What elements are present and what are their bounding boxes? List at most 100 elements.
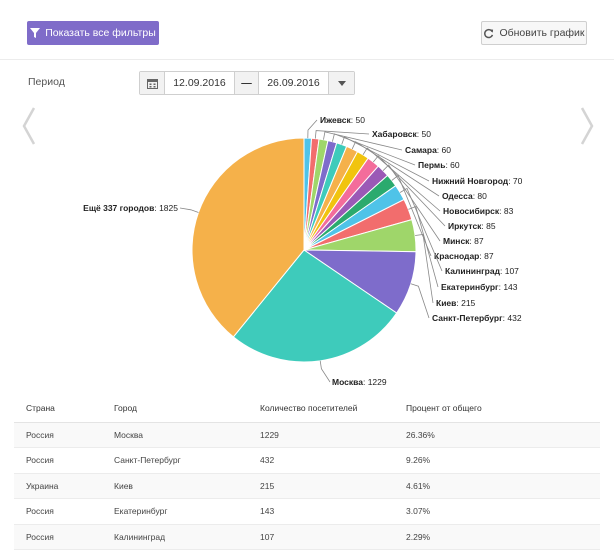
label-leader-line [323,131,403,151]
header-visitors[interactable]: Количество посетителей [248,395,394,423]
pie-label: Санкт-Петербург: 432 [432,313,522,323]
table-row: Россия Екатеринбург 143 3.07% [14,498,600,525]
pie-label-name: Одесса [442,191,473,201]
pie-label: Новосибирск: 83 [443,206,514,216]
calendar-icon [146,78,158,89]
pie-label-value: : 87 [469,236,483,246]
pie-label-value: : 1825 [154,203,178,213]
pie-label: Иркутск: 85 [448,221,496,231]
label-leader-line [351,141,440,197]
date-dropdown-button[interactable] [329,72,354,94]
pie-label: Минск: 87 [443,236,484,246]
pie-label-value: : 1229 [363,377,387,387]
refresh-icon [484,28,494,38]
calendar-button[interactable] [140,72,165,94]
pie-label-name: Новосибирск [443,206,500,216]
header-percent[interactable]: Процент от общего [394,395,600,423]
pie-label-value: : 107 [500,266,519,276]
pie-label-name: Екатеринбург [441,282,499,292]
label-leader-line [399,187,443,272]
table-row: Россия Москва 1229 26.36% [14,422,600,448]
pie-label-name: Самара [405,145,437,155]
pie-label-name: Ещё 337 городов [83,203,154,213]
pie-label-value: : 60 [445,160,459,170]
pie-label: Екатеринбург: 143 [441,282,518,292]
table-row: Россия Санкт-Петербург 432 9.26% [14,447,600,474]
pie-label-value: : 80 [473,191,487,201]
cell-country: Россия [14,498,102,525]
cell-country: Украина [14,473,102,499]
label-leader-line [319,360,331,383]
label-leader-line [341,136,430,182]
refresh-chart-button[interactable]: Обновить график [481,21,587,45]
label-leader-line [372,155,446,227]
date-to-input[interactable]: 26.09.2016 [259,72,329,94]
cell-city: Калининград [102,524,248,550]
pie-label-value: : 215 [456,298,475,308]
table-header-row: Страна Город Количество посетителей Проц… [14,395,600,423]
date-range-picker: 12.09.2016 — 26.09.2016 [139,71,355,95]
pie-label: Пермь: 60 [418,160,460,170]
cell-country: Россия [14,524,102,550]
show-filters-label: Показать все фильтры [45,27,156,39]
refresh-chart-label: Обновить график [499,27,585,39]
cell-percent: 4.61% [394,473,600,499]
pie-label: Самара: 60 [405,145,451,155]
pie-label-value: : 50 [417,129,431,139]
show-filters-button[interactable]: Показать все фильтры [27,21,159,45]
pie-label-name: Пермь [418,160,445,170]
pie-label: Москва: 1229 [332,377,387,387]
caret-down-icon [337,80,346,86]
pie-label-value: : 60 [437,145,451,155]
cell-percent: 26.36% [394,422,600,448]
date-from-input[interactable]: 12.09.2016 [165,72,235,94]
cell-city: Екатеринбург [102,498,248,525]
header-country[interactable]: Страна [14,395,102,423]
cell-city: Москва [102,422,248,448]
pie-label-name: Москва [332,377,363,387]
table-row: Россия Калининград 107 2.29% [14,524,600,550]
cell-visitors: 432 [248,447,394,474]
pie-label-name: Калининград [445,266,501,276]
pie-label-name: Санкт-Петербург [432,313,503,323]
label-leader-line [307,119,318,139]
pie-label-name: Ижевск [320,115,351,125]
pie-label-value: : 87 [479,251,493,261]
pie-label-value: : 70 [508,176,522,186]
label-leader-line [179,207,199,213]
cell-percent: 2.29% [394,524,600,550]
pie-label-name: Киев [436,298,456,308]
header-city[interactable]: Город [102,395,248,423]
pie-label-name: Минск [443,236,470,246]
pie-label-value: : 432 [503,313,522,323]
toolbar: Показать все фильтры Обновить график [0,0,614,60]
filter-icon [30,28,41,38]
cell-percent: 9.26% [394,447,600,474]
label-leader-line [410,283,430,319]
pie-label-value: : 83 [499,206,513,216]
label-leader-line [332,133,416,166]
period-label: Период [28,76,65,88]
pie-label: Ещё 337 городов: 1825 [83,203,178,213]
cell-percent: 3.07% [394,498,600,525]
cell-city: Санкт-Петербург [102,447,248,474]
chevron-left-icon[interactable] [22,106,36,146]
cell-visitors: 107 [248,524,394,550]
pie-label: Киев: 215 [436,298,476,308]
label-leader-line [314,130,370,139]
pie-chart-area: Ижевск: 50 Хабаровск: 50 Самара: 60 Пермь: … [0,106,614,396]
pie-label-value: : 50 [351,115,365,125]
pie-label-name: Иркутск [448,221,482,231]
pie-label: Краснодар: 87 [434,251,494,261]
chevron-right-icon[interactable] [580,106,594,146]
date-separator: — [235,72,259,94]
pie-label-name: Нижний Новгород [432,176,509,186]
label-leader-line [391,174,432,257]
cell-visitors: 1229 [248,422,394,448]
pie-label: Хабаровск: 50 [372,129,431,139]
pie-label-value: : 85 [481,221,495,231]
pie-label-value: : 143 [499,282,518,292]
pie-label: Одесса: 80 [442,191,487,201]
cell-visitors: 143 [248,498,394,525]
pie-label-name: Краснодар [434,251,479,261]
